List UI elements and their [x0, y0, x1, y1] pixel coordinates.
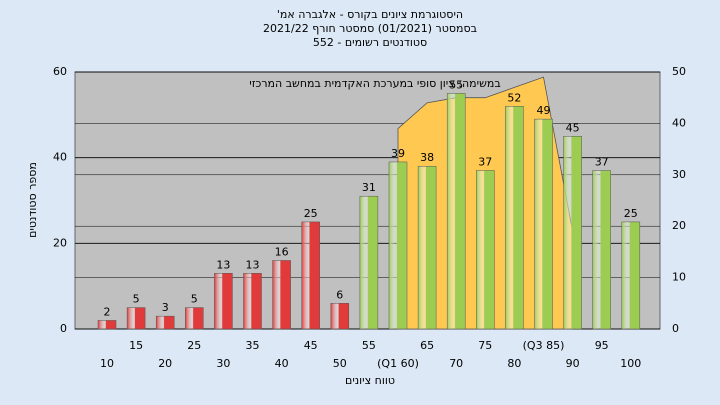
y2-tick-label: 10 — [672, 271, 686, 284]
x-tick-label: 95 — [595, 339, 609, 352]
x-axis-label: טווח ציונים — [345, 374, 395, 387]
data-label: 25 — [304, 207, 318, 220]
data-label: 5 — [133, 293, 140, 306]
data-label: 38 — [420, 151, 434, 164]
x-tick-label: 40 — [275, 357, 289, 370]
y2-tick-label: 30 — [672, 168, 686, 181]
x-tick-label: 90 — [566, 357, 580, 370]
x-tick-label: 20 — [158, 357, 172, 370]
chart-subtitle: סטודנטים רשומים - 552 — [313, 36, 427, 49]
bar — [592, 170, 611, 330]
bar — [272, 260, 291, 330]
y-tick-label: 60 — [53, 65, 67, 78]
y-tick-label: 40 — [53, 151, 67, 164]
data-label: 31 — [362, 181, 376, 194]
bar — [301, 221, 320, 330]
bar — [534, 118, 553, 330]
x-tick-label: 65 — [420, 339, 434, 352]
x-tick-label: 75 — [478, 339, 492, 352]
x-tick-label: 30 — [216, 357, 230, 370]
data-label: 37 — [595, 156, 609, 169]
bar — [185, 307, 204, 330]
data-label: 2 — [104, 305, 111, 318]
x-tick-label: 10 — [100, 357, 114, 370]
data-label: 25 — [624, 207, 638, 220]
x-tick-label: 45 — [304, 339, 318, 352]
bar — [563, 136, 582, 330]
x-tick-label: 50 — [333, 357, 347, 370]
x-tick-label: 25 — [187, 339, 201, 352]
data-label: 52 — [507, 91, 521, 104]
x-tick-label: 80 — [507, 357, 521, 370]
x-tick-label: 15 — [129, 339, 143, 352]
data-label: 3 — [162, 301, 169, 314]
data-label: 5 — [191, 293, 198, 306]
x-tick-label: 70 — [449, 357, 463, 370]
data-label: 13 — [246, 258, 260, 271]
bar — [388, 161, 408, 330]
bar — [243, 273, 262, 330]
x-tick-label: 35 — [246, 339, 260, 352]
bar — [214, 273, 233, 330]
data-label: 16 — [275, 245, 289, 258]
bar — [417, 165, 437, 330]
x-tick-label: (Q1 60) — [377, 357, 419, 370]
x-tick-label: 55 — [362, 339, 376, 352]
data-label: 39 — [391, 147, 405, 160]
bar — [621, 221, 641, 330]
y2-tick-label: 0 — [672, 322, 679, 335]
y-axis-label: מספר סטודנטים — [26, 162, 39, 238]
bar — [330, 303, 350, 330]
y-tick-label: 20 — [53, 236, 67, 249]
bar — [126, 307, 146, 330]
data-label: 55 — [449, 78, 463, 91]
bar — [97, 320, 117, 330]
x-tick-label: 100 — [620, 357, 641, 370]
data-label: 37 — [478, 156, 492, 169]
y2-tick-label: 50 — [672, 65, 686, 78]
data-label: 6 — [336, 288, 343, 301]
bar — [359, 195, 379, 330]
bar — [446, 93, 466, 330]
data-label: 49 — [537, 104, 551, 117]
data-label: 13 — [216, 258, 230, 271]
bar — [476, 170, 495, 330]
annotation: במשימה: ציון סופי במערכת האקדמית במחשב ה… — [249, 77, 500, 90]
y2-tick-label: 20 — [672, 219, 686, 232]
data-label: 45 — [566, 121, 580, 134]
y-tick-label: 0 — [60, 322, 67, 335]
y2-tick-label: 40 — [672, 116, 686, 129]
chart-title: היסטוגרמת ציונים בקורס - אלגברה אמ' — [277, 8, 463, 21]
x-tick-label: (Q3 85) — [523, 339, 565, 352]
chart-subtitle: בסמסטר (01/2021) סמסטר חורף 2021/22 — [263, 22, 477, 35]
bar — [505, 106, 524, 330]
bar — [155, 315, 175, 330]
